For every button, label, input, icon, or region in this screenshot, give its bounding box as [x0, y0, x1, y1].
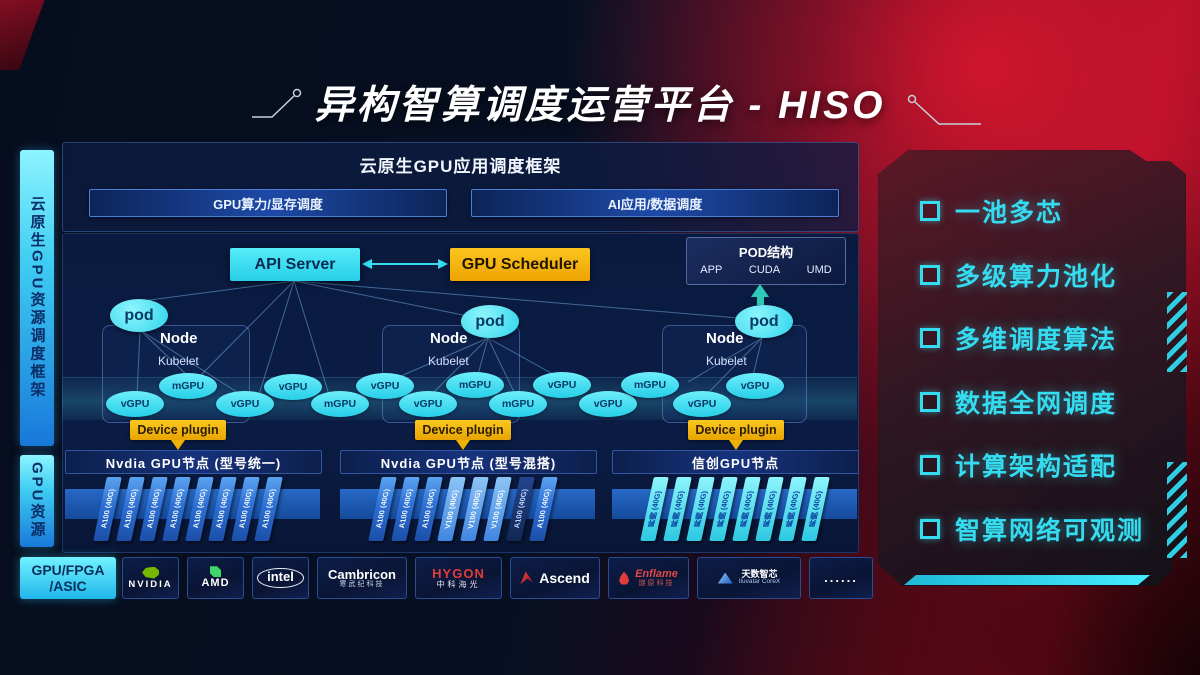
- pod-ellipse-2: pod: [461, 305, 519, 338]
- circuit-decoration-right: [907, 94, 981, 125]
- gpu-cluster-title-1: Nvdia GPU节点 (型号统一): [65, 450, 322, 474]
- device-plugin-arrow-3: [729, 440, 743, 450]
- kubelet-label-2: Kubelet: [428, 354, 469, 368]
- square-bullet-icon: [920, 264, 940, 285]
- sidebar-label-scheduling-framework: 云原生GPU资源调度框架: [20, 150, 54, 446]
- feature-item: 一池多芯: [920, 195, 1063, 227]
- compute-memory-scheduling-bar[interactable]: GPU算力/显存调度: [89, 189, 447, 217]
- square-bullet-icon: [920, 455, 940, 475]
- pod-item-umd: UMD: [806, 264, 832, 276]
- pod-ellipse-3: pod: [735, 305, 793, 338]
- device-plugin-arrow-1: [171, 440, 185, 450]
- pod-structure-title: POD结构: [738, 245, 794, 260]
- device-plugin-arrow-2: [456, 440, 470, 450]
- pod-item-cuda: CUDA: [748, 264, 781, 276]
- ai-data-scheduling-bar[interactable]: AI应用/数据调度: [471, 189, 839, 217]
- feature-item: 计算架构适配: [920, 449, 1117, 481]
- vendor-ascend: Ascend: [510, 557, 600, 599]
- accel-line2: /ASIC: [49, 578, 87, 594]
- hazard-stripes-top: [1167, 292, 1187, 372]
- amd-logo-icon: [210, 566, 221, 578]
- app-scheduling-framework-panel: 云原生GPU应用调度框架 GPU算力/显存调度 AI应用/数据调度: [62, 142, 859, 232]
- vendor-dots: ......: [809, 557, 873, 599]
- gpu-fpga-asic-label: GPU/FPGA /ASIC: [20, 557, 116, 599]
- gpu-card: 昇腾 (40G): [801, 477, 830, 541]
- vendor-nvidia: NVIDIA: [122, 557, 179, 599]
- up-arrow-tail: [757, 297, 764, 305]
- page-title: 异构智算调度运营平台 - HISO: [314, 84, 886, 127]
- framework-title: 云原生GPU应用调度框架: [359, 157, 562, 176]
- feature-item: 数据全网调度: [920, 386, 1117, 418]
- node-label-2: Node: [430, 330, 468, 347]
- vendor-iluvatar: 天数智芯 Iluvatar CoreX: [697, 557, 801, 599]
- gpu-ellipse: vGPU: [264, 374, 322, 400]
- gpu-ellipse: vGPU: [579, 391, 637, 417]
- vendor-hygon: HYGON 中科海光: [415, 557, 502, 599]
- gpu-cluster-title-3: 信创GPU节点: [612, 450, 859, 474]
- device-plugin-1: Device plugin: [130, 420, 226, 440]
- device-plugin-2: Device plugin: [415, 420, 511, 440]
- circuit-decoration-left: [252, 88, 302, 118]
- vendor-intel: intel: [252, 557, 309, 599]
- pod-structure-box: POD结构 APP CUDA UMD: [686, 237, 846, 285]
- nvidia-logo-icon: [142, 566, 159, 579]
- pod-item-app: APP: [700, 264, 723, 276]
- gpu-ellipse: vGPU: [533, 372, 591, 398]
- vendor-row: NVIDIA AMD intel Cambricon 寒武纪科技 HYGON 中科海光 Asc…: [122, 557, 873, 599]
- vendor-cambricon: Cambricon 寒武纪科技: [317, 557, 407, 599]
- feature-item: 智算网络可观测: [920, 513, 1144, 545]
- gpu-ellipse: vGPU: [106, 391, 164, 417]
- square-bullet-icon: [920, 391, 940, 412]
- kubelet-label-1: Kubelet: [158, 354, 199, 368]
- feature-item: 多维调度算法: [920, 322, 1117, 354]
- feature-panel-body: [878, 150, 1186, 586]
- device-plugin-3: Device plugin: [688, 420, 784, 440]
- gpu-ellipse: vGPU: [356, 373, 414, 399]
- gpu-ellipse: vGPU: [726, 373, 784, 399]
- feature-list: 一池多芯多级算力池化 多维调度算法 数据全网调度 计算架构适配 智算网络可观测: [878, 150, 1186, 586]
- iluvatar-logo-icon: [717, 572, 733, 584]
- kubelet-label-3: Kubelet: [706, 354, 747, 368]
- feature-item: 多级算力池化: [920, 259, 1117, 291]
- gpu-ellipse: mGPU: [489, 391, 547, 417]
- corner-slash-decoration: [0, 0, 49, 70]
- sidebar-label-gpu-resource: GPU资源: [20, 455, 54, 547]
- node-label-1: Node: [160, 330, 198, 347]
- square-bullet-icon: [920, 518, 940, 539]
- pod-ellipse-1: pod: [110, 299, 168, 332]
- accel-line1: GPU/FPGA: [31, 561, 105, 578]
- ascend-logo-icon: [520, 571, 534, 585]
- gpu-cluster-title-2: Nvdia GPU节点 (型号混搭): [340, 450, 597, 474]
- gpu-scheduler-box[interactable]: GPU Scheduler: [450, 248, 590, 281]
- node-label-3: Node: [706, 330, 744, 347]
- gpu-ellipse: mGPU: [621, 372, 679, 398]
- vendor-enflame: Enflame 燧原科技: [608, 557, 689, 599]
- feature-panel: 一池多芯多级算力池化 多维调度算法 数据全网调度 计算架构适配 智算网络可观测: [878, 150, 1187, 586]
- hazard-stripes-bottom: [1167, 462, 1187, 558]
- gpu-ellipse: vGPU: [216, 391, 274, 417]
- gpu-ellipse: mGPU: [311, 391, 369, 417]
- up-arrow-icon: [751, 284, 769, 297]
- gpu-ellipse: vGPU: [673, 391, 731, 417]
- square-bullet-icon: [920, 201, 940, 221]
- gpu-ellipse: mGPU: [446, 372, 504, 398]
- gpu-ellipse: vGPU: [399, 391, 457, 417]
- enflame-logo-icon: [619, 571, 630, 585]
- api-server-box[interactable]: API Server: [230, 248, 360, 281]
- panel-bottom-trim: [904, 575, 1150, 585]
- gpu-ellipse: mGPU: [159, 373, 217, 399]
- square-bullet-icon: [920, 328, 940, 348]
- vendor-amd: AMD: [187, 557, 244, 599]
